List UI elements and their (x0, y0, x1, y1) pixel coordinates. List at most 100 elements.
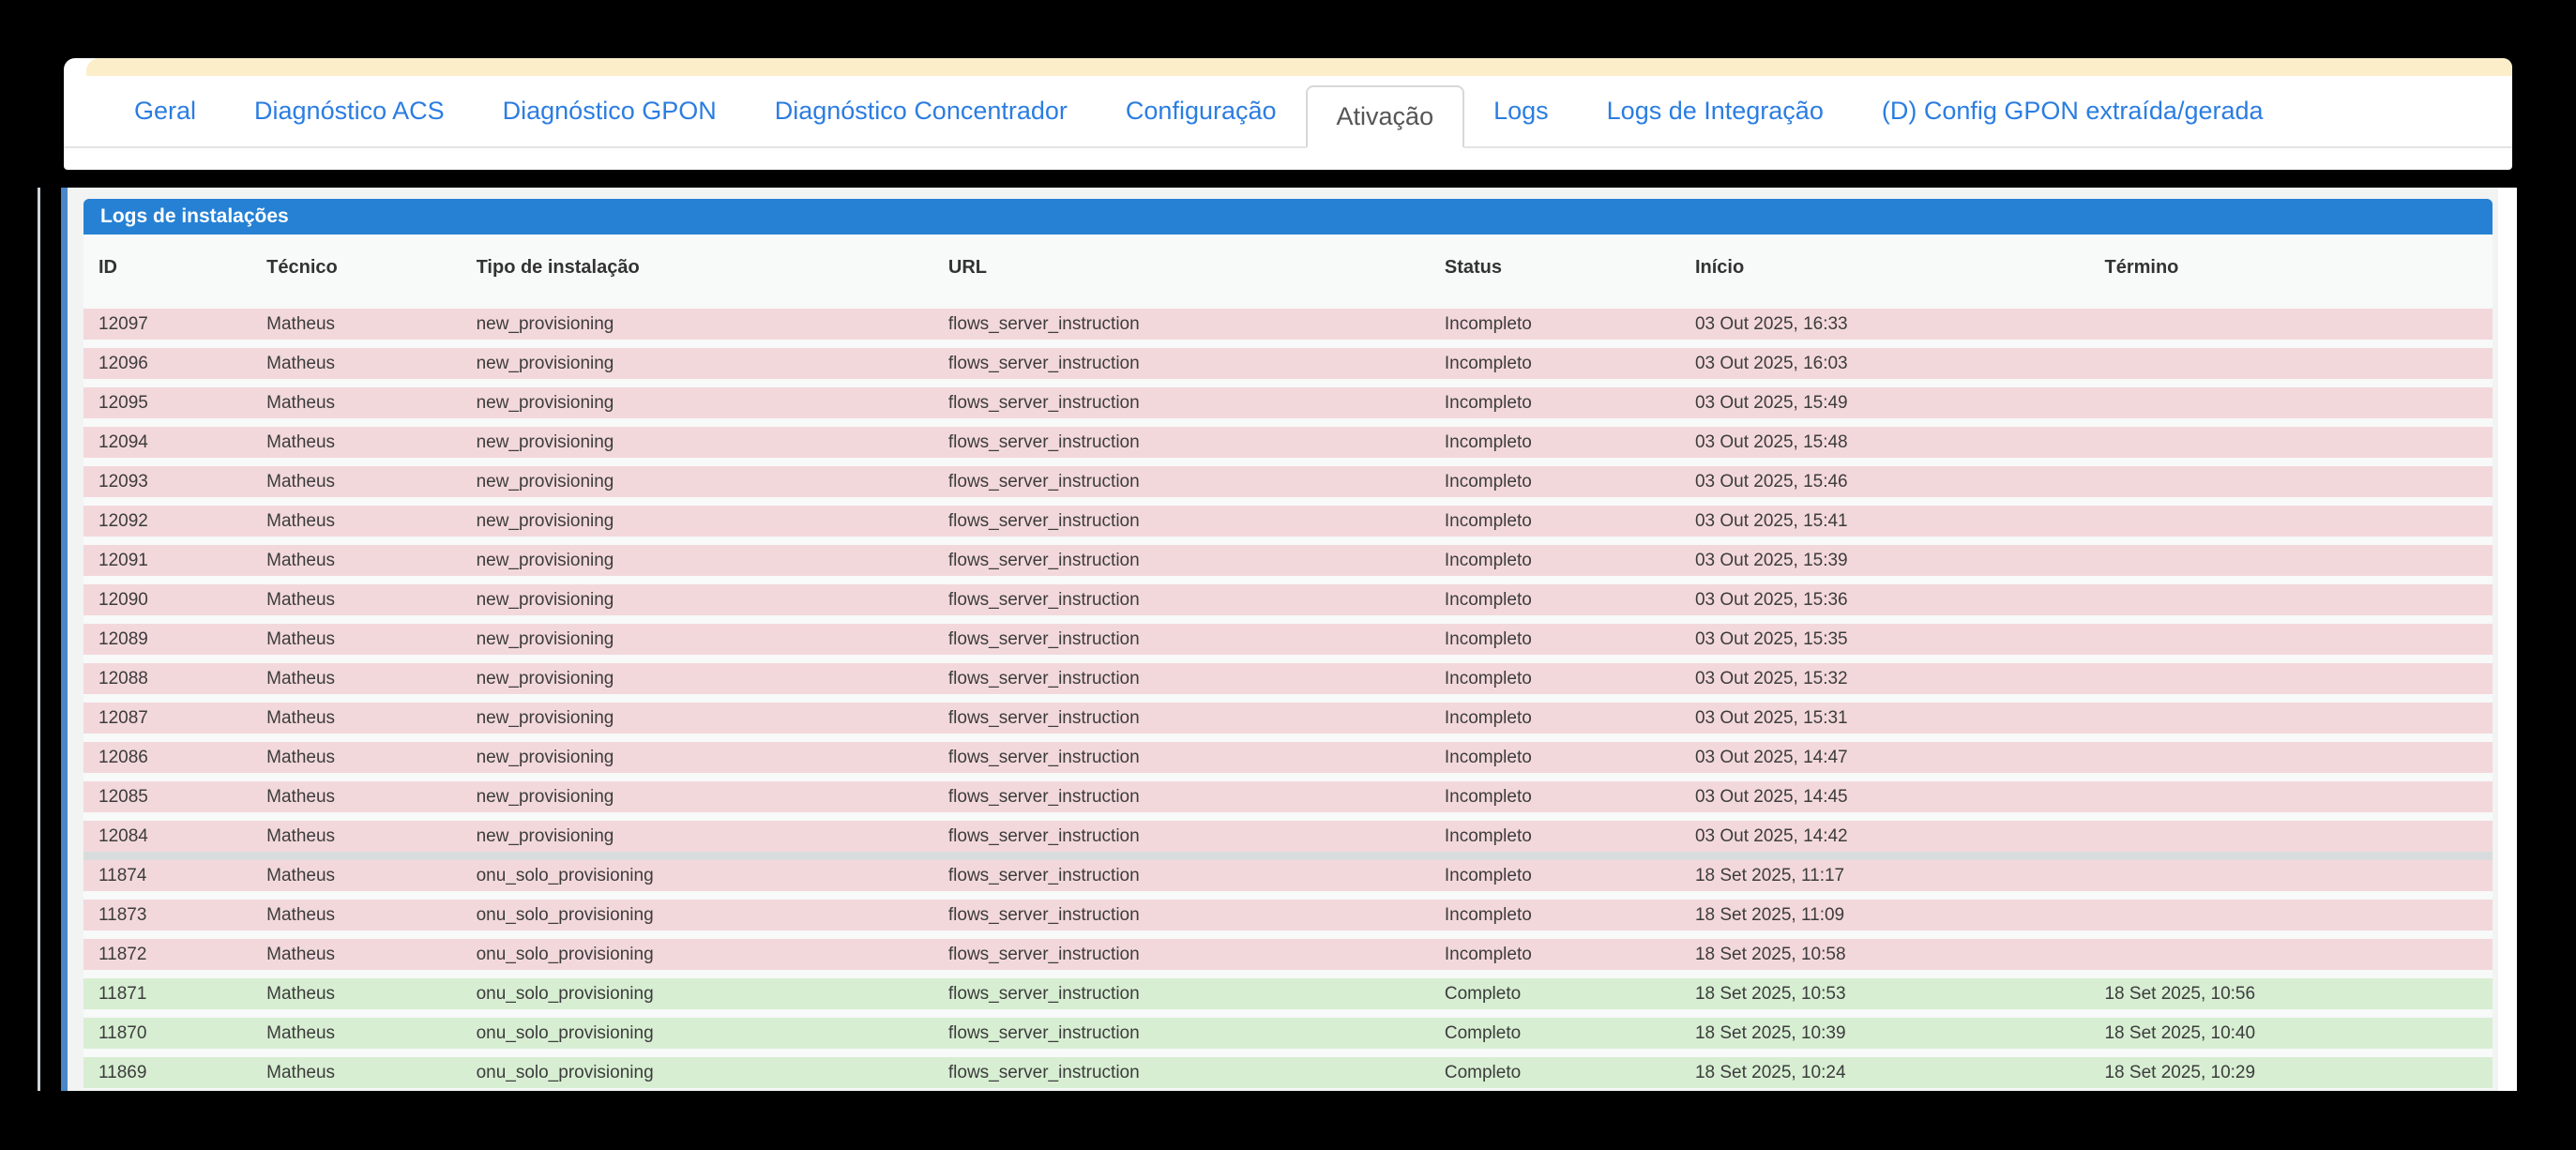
cell-tecnico: Matheus (266, 471, 336, 492)
cell-termino (2104, 742, 2493, 773)
cell-url: flows_server_instruction (947, 865, 1140, 885)
cell-tipo: new_provisioning (476, 431, 614, 452)
tab-item[interactable]: Diagnóstico ACS (225, 76, 474, 146)
table-row: 12090 Matheus new_provisioning flows_ser… (83, 576, 2493, 615)
cell-status: Incompleto (1444, 353, 1532, 373)
cell-inicio: 18 Set 2025, 11:17 (1694, 865, 1845, 885)
tab-label: Diagnóstico ACS (254, 97, 445, 125)
cell-url: flows_server_instruction (947, 825, 1140, 846)
scrollbar-track[interactable] (2498, 188, 2517, 1091)
table-row: 12092 Matheus new_provisioning flows_ser… (83, 497, 2493, 537)
cell-tecnico: Matheus (266, 550, 336, 570)
cell-tipo: new_provisioning (476, 628, 614, 649)
cell-url: flows_server_instruction (947, 904, 1140, 925)
column-header-tecnico: Técnico (266, 256, 338, 278)
tab-item[interactable]: Diagnóstico GPON (474, 76, 746, 146)
column-header-tipo: Tipo de instalação (476, 256, 640, 278)
cell-id: 11871 (98, 983, 147, 1004)
cell-termino (2104, 348, 2493, 379)
cell-status: Completo (1444, 983, 1522, 1004)
cell-id: 12086 (98, 747, 148, 767)
cell-status: Incompleto (1444, 904, 1532, 925)
table-header-row: ID Técnico Tipo de instalação URL Status… (83, 235, 2493, 300)
cell-termino (2104, 703, 2493, 734)
cell-tipo: new_provisioning (476, 471, 614, 492)
cell-tecnico: Matheus (266, 431, 336, 452)
cell-termino (2104, 427, 2493, 458)
tab-label: Diagnóstico GPON (502, 97, 717, 125)
cell-status: Completo (1444, 1022, 1522, 1043)
table-row: 12088 Matheus new_provisioning flows_ser… (83, 655, 2493, 694)
cell-url: flows_server_instruction (947, 550, 1140, 570)
cell-tipo: new_provisioning (476, 510, 614, 531)
tab-item[interactable]: (D) Config GPON extraída/gerada (1853, 76, 2293, 146)
cell-tecnico: Matheus (266, 944, 336, 964)
cell-inicio: 03 Out 2025, 14:47 (1694, 747, 1848, 767)
cell-tecnico: Matheus (266, 313, 336, 334)
tab-item[interactable]: Logs de Integração (1578, 76, 1853, 146)
cell-id: 12088 (98, 668, 148, 688)
table-row: 12096 Matheus new_provisioning flows_ser… (83, 340, 2493, 379)
left-edge-accent (61, 188, 68, 1091)
column-header-inicio: Início (1694, 256, 1745, 278)
cell-url: flows_server_instruction (947, 353, 1140, 373)
tab-label: Diagnóstico Concentrador (774, 97, 1068, 125)
cell-id: 12085 (98, 786, 148, 807)
cell-inicio: 03 Out 2025, 14:45 (1694, 786, 1848, 807)
cell-status: Completo (1444, 1062, 1522, 1082)
cell-tecnico: Matheus (266, 1062, 336, 1082)
cell-tipo: new_provisioning (476, 786, 614, 807)
left-edge-line (38, 188, 40, 1091)
table-row: 11870 Matheus onu_solo_provisioning flow… (83, 1009, 2493, 1049)
cell-termino: 18 Set 2025, 10:40 (2104, 1022, 2256, 1043)
tab-item[interactable]: Diagnóstico Concentrador (746, 76, 1097, 146)
cell-id: 12090 (98, 589, 148, 610)
cell-id: 12091 (98, 550, 148, 570)
table-row: 12084 Matheus new_provisioning flows_ser… (83, 812, 2493, 852)
cell-url: flows_server_instruction (947, 628, 1140, 649)
cell-tipo: onu_solo_provisioning (476, 944, 654, 964)
cell-id: 11870 (98, 1022, 147, 1043)
cell-status: Incompleto (1444, 865, 1532, 885)
cell-tecnico: Matheus (266, 1022, 336, 1043)
cell-status: Incompleto (1444, 747, 1532, 767)
tab-item[interactable]: Ativação (1305, 85, 1465, 148)
cell-status: Incompleto (1444, 944, 1532, 964)
cell-id: 12092 (98, 510, 148, 531)
cell-inicio: 03 Out 2025, 16:33 (1694, 313, 1848, 334)
tab-item[interactable]: Logs (1464, 76, 1578, 146)
cell-status: Incompleto (1444, 786, 1532, 807)
installation-logs-panel: Logs de instalações ID Técnico Tipo de i… (83, 199, 2493, 1089)
cell-status: Incompleto (1444, 471, 1532, 492)
tab-item[interactable]: Geral (105, 76, 225, 146)
cell-url: flows_server_instruction (947, 944, 1140, 964)
cell-status: Incompleto (1444, 628, 1532, 649)
cell-url: flows_server_instruction (947, 1062, 1140, 1082)
table-row: 12093 Matheus new_provisioning flows_ser… (83, 458, 2493, 497)
cell-termino (2104, 545, 2493, 576)
cell-id: 11874 (98, 865, 147, 885)
panel-header: Logs de instalações (83, 199, 2493, 235)
cell-id: 12089 (98, 628, 148, 649)
cell-status: Incompleto (1444, 313, 1532, 334)
cell-url: flows_server_instruction (947, 1022, 1140, 1043)
cell-inicio: 03 Out 2025, 15:39 (1694, 550, 1848, 570)
tab-item[interactable]: Configuração (1097, 76, 1306, 146)
cell-status: Incompleto (1444, 431, 1532, 452)
cell-termino (2104, 781, 2493, 812)
cell-status: Incompleto (1444, 707, 1532, 728)
cell-url: flows_server_instruction (947, 589, 1140, 610)
cell-inicio: 03 Out 2025, 15:48 (1694, 431, 1848, 452)
cell-id: 11872 (98, 944, 147, 964)
table-row: 12086 Matheus new_provisioning flows_ser… (83, 734, 2493, 773)
cell-termino (2104, 663, 2493, 694)
table-row: 11874 Matheus onu_solo_provisioning flow… (83, 852, 2493, 891)
cell-tecnico: Matheus (266, 904, 336, 925)
cell-id: 12097 (98, 313, 148, 334)
cell-inicio: 03 Out 2025, 16:03 (1694, 353, 1848, 373)
cell-tipo: onu_solo_provisioning (476, 1062, 654, 1082)
cell-tipo: new_provisioning (476, 353, 614, 373)
table-body: 12097 Matheus new_provisioning flows_ser… (83, 300, 2493, 1088)
cell-url: flows_server_instruction (947, 471, 1140, 492)
cell-url: flows_server_instruction (947, 786, 1140, 807)
